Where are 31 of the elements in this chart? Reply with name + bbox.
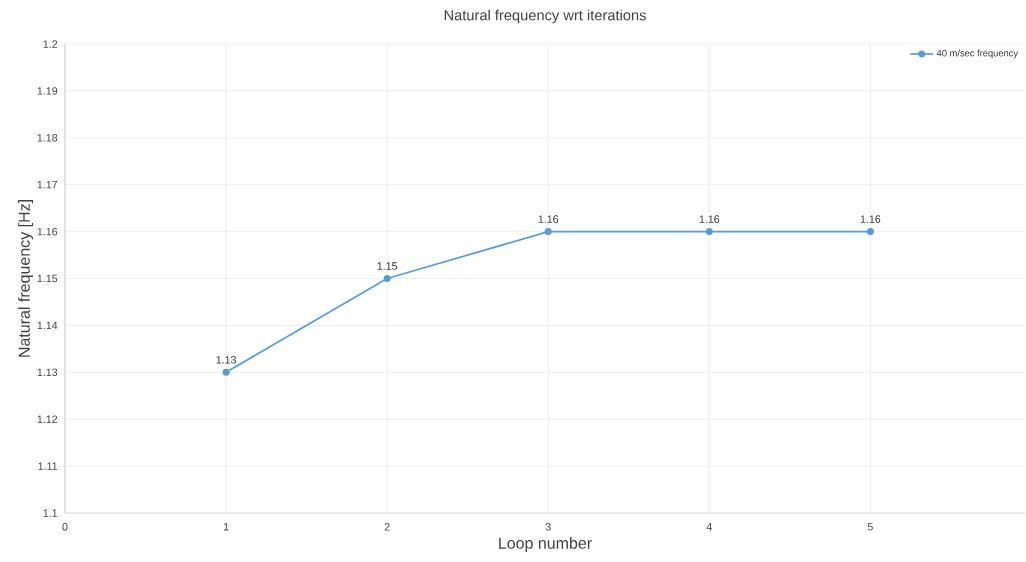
chart-title: Natural frequency wrt iterations (444, 9, 646, 24)
x-tick-label: 2 (384, 523, 390, 531)
x-tick-label: 0 (62, 523, 68, 531)
data-label: 1.16 (699, 215, 720, 223)
y-tick-label: 1.11 (38, 462, 58, 470)
y-tick-label: 1.2 (43, 40, 58, 48)
x-tick-label: 3 (545, 523, 551, 531)
point (705, 228, 713, 236)
x-tick-label: 4 (706, 523, 712, 531)
point (866, 228, 874, 236)
data-label: 1.16 (860, 215, 881, 223)
y-tick-label: 1.1 (43, 509, 58, 517)
legend-label: 40 m/sec frequency (936, 49, 1019, 59)
y-tick-label: 1.12 (37, 415, 58, 423)
y-axis-title: Natural frequency [Hz] (18, 200, 34, 357)
point (383, 274, 391, 283)
y-tick-label: 1.14 (37, 321, 58, 330)
y-tick-label: 1.18 (37, 134, 58, 142)
y-tick-label: 1.15 (37, 274, 58, 283)
data-label: 1.13 (216, 356, 236, 364)
x-axis-title: Loop number (499, 537, 592, 552)
data-label: 1.15 (377, 262, 398, 270)
data-label: 1.16 (538, 215, 559, 223)
x-tick-label: 5 (867, 523, 873, 531)
point (544, 228, 552, 236)
y-tick-label: 1.17 (37, 181, 58, 189)
y-tick-label: 1.13 (37, 368, 58, 377)
point (222, 368, 230, 376)
x-tick-label: 1 (223, 523, 229, 531)
y-tick-label: 1.19 (37, 87, 58, 95)
y-tick-label: 1.16 (37, 227, 58, 236)
